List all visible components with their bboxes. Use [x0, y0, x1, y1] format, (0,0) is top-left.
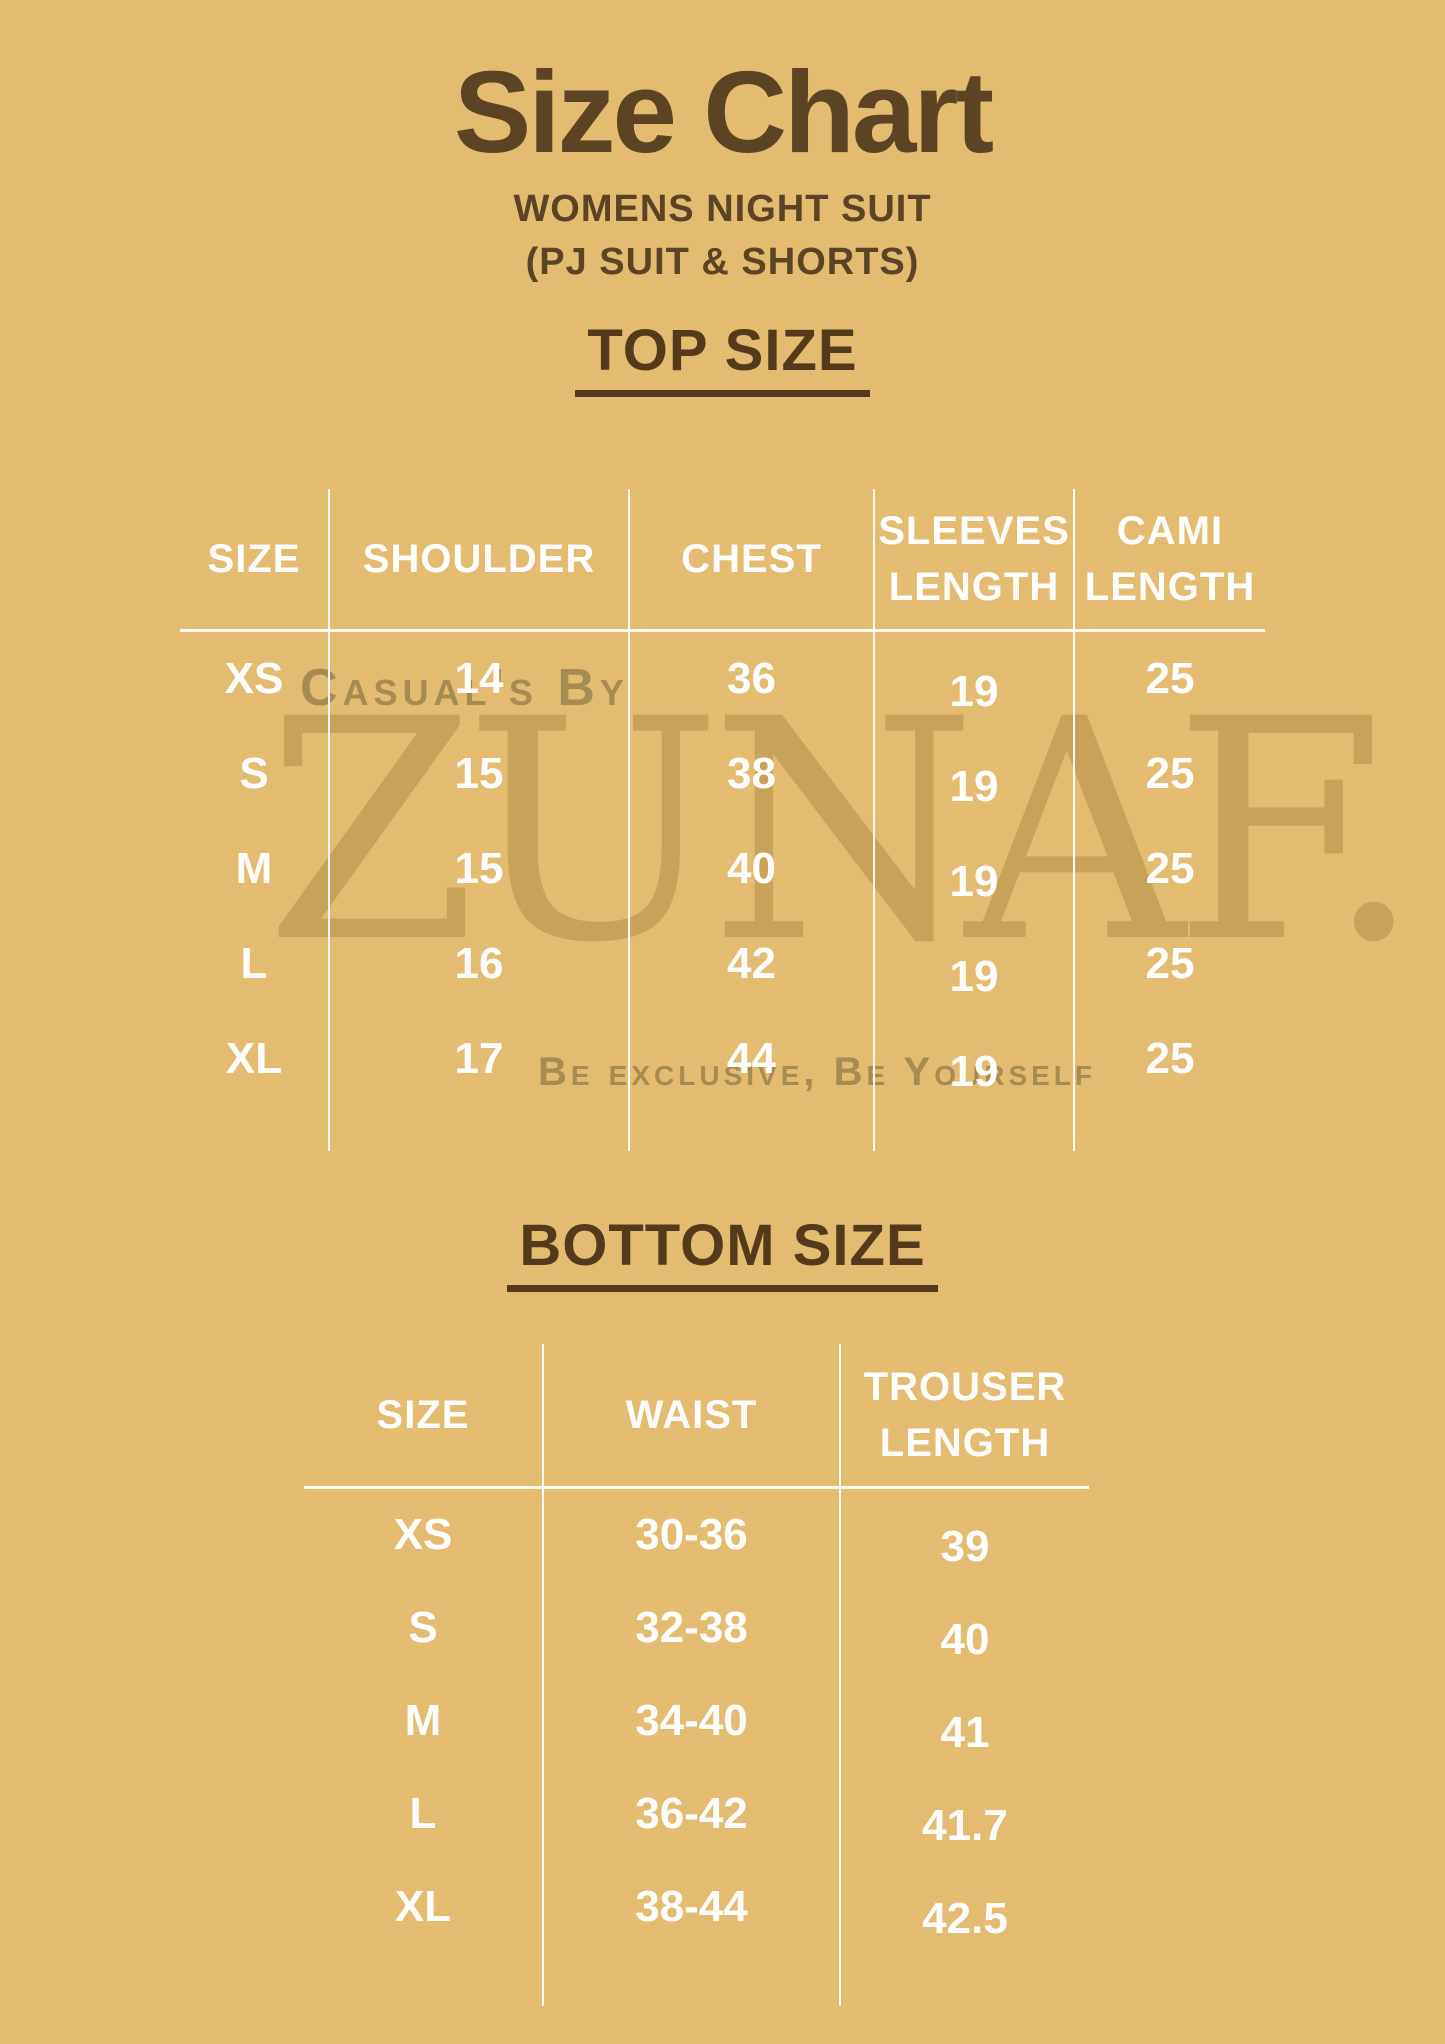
cell-waist: 36-42 [544, 1767, 841, 1861]
cell-size: S [304, 1581, 544, 1675]
table-row-xl: XL 17 44 19 25 [180, 1011, 1265, 1107]
cell-chest: 36 [630, 631, 875, 727]
cell-waist: 38-44 [544, 1860, 841, 1954]
cell-trouser-length: 40 [940, 1615, 990, 1665]
top-size-heading-text: TOP SIZE [575, 321, 870, 397]
cell-chest: 40 [630, 821, 875, 917]
variant-subtitle: (PJ SUIT & SHORTS) [525, 240, 920, 283]
cell-chest: 38 [630, 726, 875, 822]
cell-size: L [304, 1767, 544, 1861]
bottom-table-footer-spacer [304, 1953, 1089, 2006]
cell-cami-length: 25 [1145, 939, 1195, 989]
cell-size: XL [304, 1860, 544, 1954]
cell-chest: 44 [630, 1011, 875, 1107]
table-row-m: M 34-40 41 [304, 1674, 1089, 1768]
top-header-size: SIZE [180, 488, 330, 629]
bottom-header-size: SIZE [304, 1343, 544, 1486]
bottom-table-header-row: SIZE WAIST TROUSER LENGTH [304, 1343, 1089, 1489]
cell-waist: 32-38 [544, 1581, 841, 1675]
cell-sleeves-length: 19 [875, 726, 1075, 822]
cell-cami-length: 25 [1145, 749, 1195, 799]
table-row-l: L 16 42 19 25 [180, 916, 1265, 1012]
cell-size: M [180, 821, 330, 917]
page-title: Size Chart [453, 47, 994, 177]
bottom-size-table: SIZE WAIST TROUSER LENGTH XS 30-36 39 S … [304, 1343, 1089, 2006]
bottom-header-trouser-length: TROUSER LENGTH [863, 1364, 1067, 1465]
cell-cami-length: 25 [1145, 1034, 1195, 1084]
cell-trouser-length: 39 [940, 1522, 990, 1572]
cell-sleeves-length: 19 [875, 631, 1075, 727]
cell-shoulder: 15 [330, 726, 630, 822]
cell-shoulder: 15 [330, 821, 630, 917]
bottom-size-heading-text: BOTTOM SIZE [507, 1216, 938, 1292]
cell-size: XL [180, 1011, 330, 1107]
top-header-shoulder: SHOULDER [330, 488, 630, 629]
cell-sleeves-length: 19 [875, 821, 1075, 917]
cell-size: L [180, 916, 330, 1012]
bottom-size-heading: BOTTOM SIZE [0, 1216, 1445, 1292]
table-row-l: L 36-42 41.7 [304, 1767, 1089, 1861]
cell-trouser-length: 41.7 [922, 1801, 1008, 1851]
cell-cami-length: 25 [1145, 654, 1195, 704]
cell-sleeves-length: 19 [875, 916, 1075, 1012]
top-table-header-row: SIZE SHOULDER CHEST SLEEVES LENGTH CAMI … [180, 488, 1265, 632]
cell-trouser-length: 41 [940, 1708, 990, 1758]
top-table-footer-spacer [180, 1106, 1265, 1151]
cell-waist: 30-36 [544, 1488, 841, 1582]
table-row-xs: XS 14 36 19 25 [180, 631, 1265, 727]
cell-waist: 34-40 [544, 1674, 841, 1768]
cell-shoulder: 17 [330, 1011, 630, 1107]
cell-size: S [180, 726, 330, 822]
cell-sleeves-length: 19 [875, 1011, 1075, 1107]
top-header-cami-length: CAMI LENGTH [1084, 508, 1256, 609]
cell-shoulder: 16 [330, 916, 630, 1012]
top-size-heading: TOP SIZE [0, 321, 1445, 397]
cell-cami-length: 25 [1145, 844, 1195, 894]
table-row-s: S 15 38 19 25 [180, 726, 1265, 822]
cell-trouser-length: 42.5 [922, 1894, 1008, 1944]
table-row-s: S 32-38 40 [304, 1581, 1089, 1675]
cell-size: XS [180, 631, 330, 727]
top-size-table: SIZE SHOULDER CHEST SLEEVES LENGTH CAMI … [180, 488, 1265, 1151]
top-header-chest: CHEST [630, 488, 875, 629]
bottom-header-waist: WAIST [544, 1343, 841, 1486]
cell-size: XS [304, 1488, 544, 1582]
product-subtitle: WOMENS NIGHT SUIT [513, 187, 932, 230]
table-row-m: M 15 40 19 25 [180, 821, 1265, 917]
table-row-xl: XL 38-44 42.5 [304, 1860, 1089, 1954]
table-row-xs: XS 30-36 39 [304, 1488, 1089, 1582]
cell-size: M [304, 1674, 544, 1768]
cell-chest: 42 [630, 916, 875, 1012]
cell-shoulder: 14 [330, 631, 630, 727]
top-header-sleeves-length: SLEEVES LENGTH [875, 488, 1075, 629]
